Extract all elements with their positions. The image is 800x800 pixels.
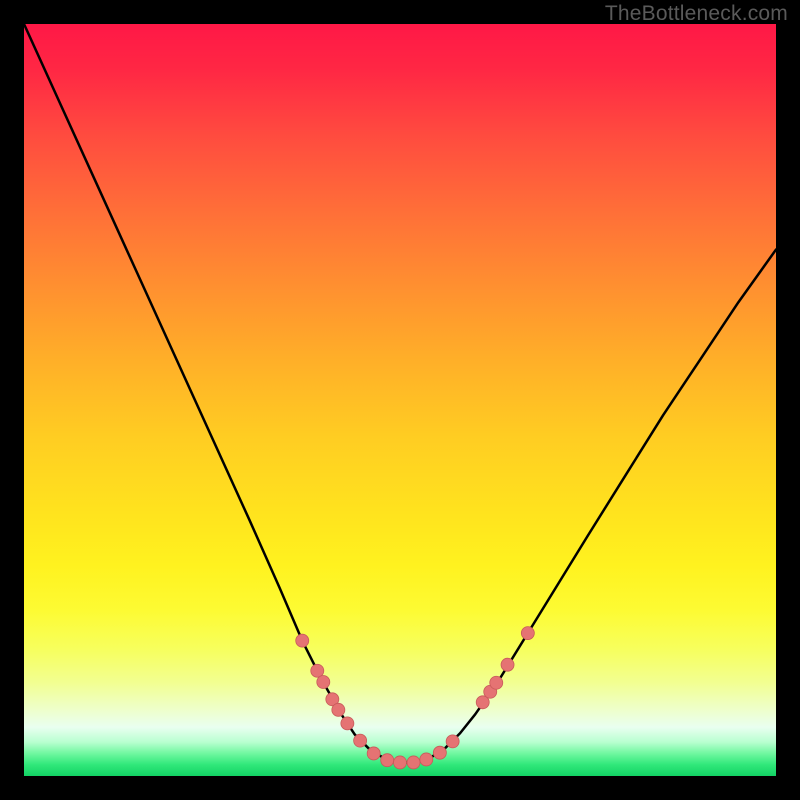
data-point-marker [446, 735, 459, 748]
data-point-marker [296, 634, 309, 647]
plot-area [24, 24, 776, 776]
watermark-text: TheBottleneck.com [605, 2, 788, 26]
data-point-marker [367, 747, 380, 760]
plot-svg [24, 24, 776, 776]
data-point-marker [420, 753, 433, 766]
data-point-marker [521, 627, 534, 640]
data-point-marker [433, 746, 446, 759]
data-point-marker [341, 717, 354, 730]
data-point-marker [317, 676, 330, 689]
gradient-background [24, 24, 776, 776]
data-point-marker [407, 756, 420, 769]
data-point-marker [490, 676, 503, 689]
data-point-marker [501, 658, 514, 671]
data-point-marker [394, 756, 407, 769]
data-point-marker [381, 754, 394, 767]
data-point-marker [354, 734, 367, 747]
chart-frame: TheBottleneck.com [0, 0, 800, 800]
data-point-marker [332, 703, 345, 716]
